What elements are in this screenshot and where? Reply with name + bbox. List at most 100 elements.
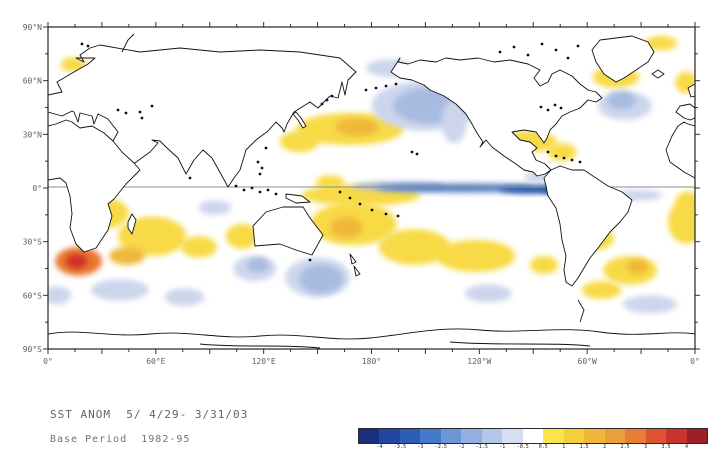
colorbar-cell	[666, 429, 687, 443]
island-dot	[138, 110, 142, 114]
island-dot	[116, 108, 120, 112]
colorbar-tick-label: 2.5	[620, 444, 630, 450]
anomaly-blob	[464, 284, 512, 303]
island-dot	[539, 105, 543, 109]
island-dot	[320, 102, 324, 106]
anomaly-blob	[606, 91, 636, 110]
anomaly-blob	[675, 191, 695, 213]
anomaly-blob	[247, 257, 270, 273]
island-dot	[546, 108, 550, 112]
lat-tick-label: 30°N	[23, 130, 42, 139]
island-dot	[576, 44, 580, 48]
island-dot	[540, 42, 544, 46]
lon-tick-label: 0°	[690, 357, 700, 366]
anomaly-blob	[315, 175, 345, 190]
island-dot	[250, 186, 254, 190]
colorbar-tick-label: -1.5	[475, 444, 488, 450]
island-dot	[234, 184, 238, 188]
island-dot	[150, 104, 154, 108]
coastlines	[48, 35, 695, 287]
colorbar-tick-label: 0.5	[538, 444, 548, 450]
lon-tick-label: 120°E	[252, 357, 276, 366]
lat-tick-label: 90°S	[23, 345, 42, 354]
island-dot	[274, 192, 278, 196]
island-dot	[559, 106, 563, 110]
colorbar-cell	[543, 429, 564, 443]
colorbar-cell	[440, 429, 462, 443]
anomaly-blob	[623, 295, 678, 314]
anomaly-blob	[164, 288, 205, 306]
colorbar-cell	[399, 429, 421, 443]
lon-tick-label: 120°W	[467, 357, 491, 366]
island-dot	[264, 146, 268, 150]
coast-new-zealand	[349, 253, 361, 277]
coast-antarctica	[48, 328, 695, 340]
island-dot	[338, 190, 342, 194]
anomaly-blob	[66, 254, 88, 269]
coast-new-guinea	[285, 193, 311, 204]
colorbar-cell	[645, 429, 667, 443]
island-dot	[384, 84, 388, 88]
colorbar-cell	[502, 429, 523, 443]
coast-iceland	[651, 69, 665, 79]
colorbar-tick-label: -2	[458, 444, 465, 450]
colorbar-cell	[604, 429, 626, 443]
lon-tick-label: 0°	[43, 357, 53, 366]
coast-lines-open	[48, 33, 695, 349]
island-dot	[330, 94, 334, 98]
colorbar-tick-labels: -4 -3.5 -3 -2.5 -2 -1.5 -1 -0.5 0.5 1 1.5 2 2.5 3 3.5 4	[359, 443, 707, 452]
colorbar-cells	[358, 428, 708, 444]
coast-iberia	[675, 103, 695, 121]
anomaly-blob	[436, 239, 516, 273]
island-dot	[308, 258, 312, 262]
island-dot	[260, 166, 264, 170]
island-dot	[526, 53, 530, 57]
island-dot	[364, 88, 368, 92]
island-dot	[266, 188, 270, 192]
island-dot	[188, 176, 192, 180]
novaya-zemlya	[121, 33, 135, 53]
colorbar-cell	[522, 429, 544, 443]
lat-tick-label: 0°	[32, 184, 42, 193]
island-dot	[554, 154, 558, 158]
island-dot	[348, 196, 352, 200]
island-dot	[80, 42, 84, 46]
anomaly-blob	[109, 247, 146, 265]
island-dot	[546, 150, 550, 154]
coast-britain	[687, 83, 695, 98]
island-dot	[553, 103, 557, 107]
coast-west-africa	[665, 121, 695, 179]
island-dot	[258, 172, 262, 176]
anomaly-blob	[547, 143, 577, 162]
island-dot	[242, 188, 246, 192]
island-dot	[325, 98, 329, 102]
island-dot	[394, 82, 398, 86]
colorbar-tick-label: -1	[499, 444, 506, 450]
anomaly-blob	[330, 216, 363, 239]
map-frame	[47, 26, 696, 350]
anomaly-blob	[91, 279, 149, 301]
lat-tick-label: 60°N	[23, 77, 42, 86]
lon-tick-label: 180°	[362, 357, 381, 366]
island-dot	[512, 45, 516, 49]
lon-tick-label: 60°W	[578, 357, 597, 366]
anomaly-blob	[581, 281, 622, 299]
colorbar-cell	[584, 429, 605, 443]
anomaly-blob	[441, 100, 467, 144]
world-map: 90°N60°N30°N0°30°S60°S90°S0° 60°E 120°E 180…	[23, 22, 700, 366]
island-dot	[86, 44, 90, 48]
colorbar-cell	[379, 429, 400, 443]
island-dot	[384, 212, 388, 216]
colorbar-cell	[686, 429, 707, 443]
colorbar-cell	[625, 429, 646, 443]
island-dot	[140, 116, 144, 120]
island-dot	[570, 158, 574, 162]
lon-tick-label: 60°E	[146, 357, 165, 366]
colorbar-tick-label: -3.5	[393, 444, 406, 450]
anomaly-blob	[335, 118, 379, 137]
colorbar-cell	[420, 429, 441, 443]
colorbar-legend: -4 -3.5 -3 -2.5 -2 -1.5 -1 -0.5 0.5 1 1.5 2 2.5 3 3.5 4	[358, 428, 708, 452]
island-dot	[258, 190, 262, 194]
coast-north-america	[390, 57, 603, 177]
